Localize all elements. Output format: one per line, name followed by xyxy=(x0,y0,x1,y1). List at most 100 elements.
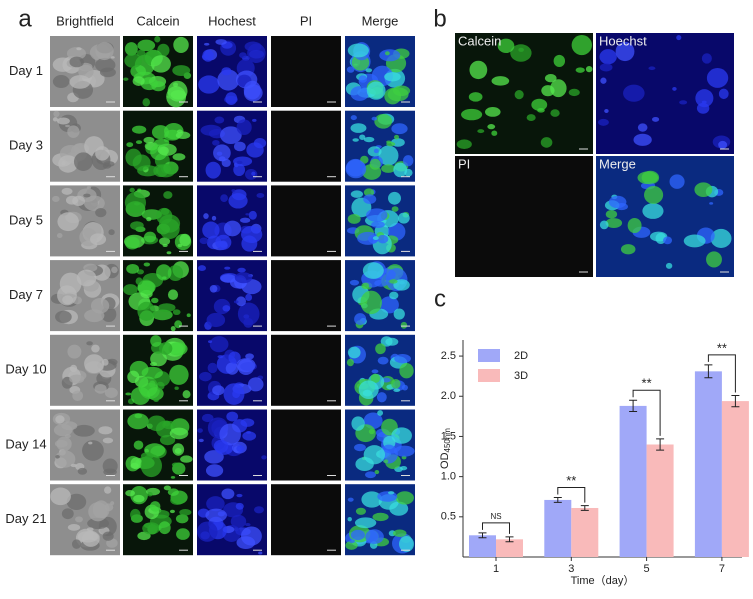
image-texture xyxy=(199,371,212,382)
image-texture xyxy=(365,529,384,544)
image-texture xyxy=(388,191,401,205)
image-texture xyxy=(206,496,225,512)
image-texture xyxy=(359,134,366,140)
row-label: Day 14 xyxy=(5,436,46,451)
image-texture xyxy=(170,89,187,100)
error-bar xyxy=(704,364,713,379)
micrograph xyxy=(345,36,415,107)
image-texture xyxy=(235,502,244,510)
image-texture xyxy=(241,225,263,244)
image-texture xyxy=(143,136,155,144)
image-background xyxy=(271,260,341,332)
micrograph xyxy=(123,36,193,108)
image-texture xyxy=(468,92,483,102)
y-tick-label: 1.5 xyxy=(441,430,456,442)
legend-label: 3D xyxy=(514,370,528,382)
image-texture xyxy=(663,236,673,245)
error-bar xyxy=(553,497,562,503)
image-texture xyxy=(669,174,685,189)
image-texture xyxy=(163,191,173,199)
image-texture xyxy=(69,75,91,89)
image-texture xyxy=(124,53,142,68)
image-texture xyxy=(152,309,173,321)
bar xyxy=(544,499,572,557)
image-texture xyxy=(361,491,383,508)
image-texture xyxy=(387,87,409,102)
image-texture xyxy=(98,426,113,435)
image-texture xyxy=(156,264,172,281)
image-texture xyxy=(233,141,246,152)
micrograph xyxy=(50,110,120,182)
image-texture xyxy=(214,116,225,124)
image-texture xyxy=(354,313,367,326)
micrograph xyxy=(271,484,341,556)
image-texture xyxy=(597,118,609,126)
row-label: Day 7 xyxy=(9,287,43,302)
image-texture xyxy=(389,291,399,300)
image-texture xyxy=(198,75,220,94)
image-texture xyxy=(620,244,636,255)
micrograph xyxy=(123,110,193,182)
micrograph xyxy=(123,185,193,257)
image-texture xyxy=(86,527,94,532)
image-texture xyxy=(58,155,78,173)
image-texture xyxy=(469,60,488,80)
image-texture xyxy=(158,342,173,355)
image-texture xyxy=(143,262,151,267)
image-texture xyxy=(236,358,256,373)
image-texture xyxy=(182,390,191,399)
image-texture xyxy=(200,124,222,136)
image-texture xyxy=(391,427,412,444)
image-background xyxy=(455,156,593,277)
image-texture xyxy=(154,36,161,43)
image-background xyxy=(271,36,341,107)
image-texture xyxy=(209,336,229,353)
image-texture xyxy=(377,234,389,244)
image-texture xyxy=(173,82,178,88)
image-texture xyxy=(225,92,238,105)
image-texture xyxy=(174,320,183,329)
image-texture xyxy=(665,262,673,269)
image-background xyxy=(271,334,341,406)
image-texture xyxy=(347,346,361,359)
legend-swatch xyxy=(478,369,500,382)
image-texture xyxy=(599,220,609,230)
image-texture xyxy=(69,56,84,68)
image-texture xyxy=(386,141,396,147)
column-header: PI xyxy=(300,13,312,28)
image-texture xyxy=(228,351,241,364)
panel-label: Hoechst xyxy=(599,33,647,48)
image-texture xyxy=(175,514,189,524)
image-texture xyxy=(491,130,498,136)
image-texture xyxy=(151,125,169,140)
image-texture xyxy=(199,237,209,245)
image-texture xyxy=(84,354,105,374)
image-texture xyxy=(392,529,407,537)
image-texture xyxy=(180,455,193,463)
image-texture xyxy=(384,72,401,82)
image-texture xyxy=(140,454,162,478)
image-texture xyxy=(207,362,218,374)
image-texture xyxy=(399,362,414,379)
image-texture xyxy=(358,75,368,83)
image-texture xyxy=(236,493,243,498)
image-texture xyxy=(125,148,142,167)
image-texture xyxy=(66,46,86,60)
image-texture xyxy=(371,369,379,374)
image-texture xyxy=(706,68,729,88)
x-tick-label: 7 xyxy=(719,563,725,575)
image-texture xyxy=(497,38,515,54)
image-texture xyxy=(226,411,239,422)
image-texture xyxy=(150,362,157,367)
micrograph xyxy=(123,409,193,481)
image-texture xyxy=(52,195,60,203)
image-texture xyxy=(69,374,85,384)
image-texture xyxy=(220,274,236,283)
image-texture xyxy=(142,522,160,535)
image-texture xyxy=(136,49,146,58)
image-texture xyxy=(142,98,151,107)
image-texture xyxy=(221,67,232,76)
image-texture xyxy=(550,109,560,117)
image-texture xyxy=(544,74,557,83)
